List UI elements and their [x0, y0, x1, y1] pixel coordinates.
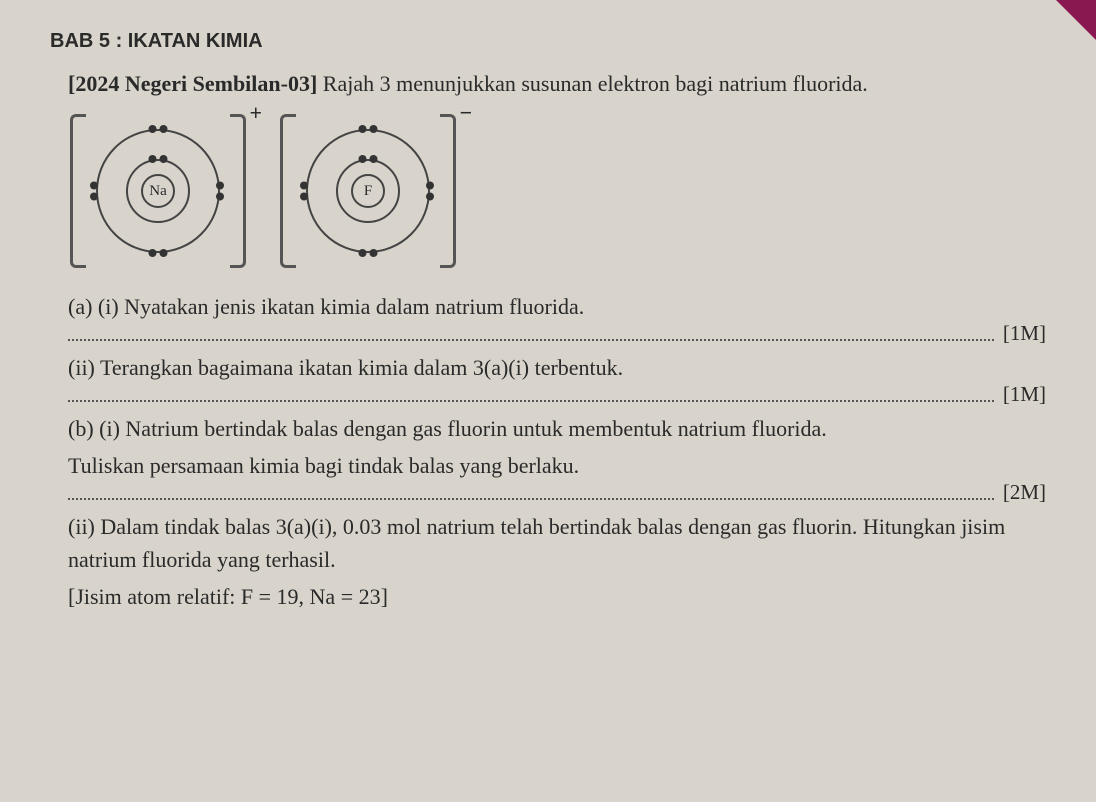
question-b-i-2: Tuliskan persamaan kimia bagi tindak bal…: [68, 449, 1046, 482]
question-intro: [2024 Negeri Sembilan-03] Rajah 3 menunj…: [68, 67, 1046, 100]
marks-a-i: [1M]: [995, 321, 1046, 346]
page-corner: [1056, 0, 1096, 40]
electron-diagram: + Na − F: [68, 106, 1046, 276]
nucleus-f: F: [351, 174, 385, 208]
electron-pair: [426, 182, 434, 201]
sodium-ion-diagram: + Na: [68, 106, 248, 276]
electron-pair: [300, 182, 308, 201]
fluoride-ion-diagram: − F: [278, 106, 458, 276]
question-source: [2024 Negeri Sembilan-03]: [68, 71, 317, 96]
charge-minus: −: [459, 100, 472, 126]
answer-line: [1M]: [68, 400, 1046, 402]
question-b-ii-2: [Jisim atom relatif: F = 19, Na = 23]: [68, 580, 1046, 613]
question-a-ii: (ii) Terangkan bagaimana ikatan kimia da…: [68, 351, 1046, 384]
question-block: [2024 Negeri Sembilan-03] Rajah 3 menunj…: [50, 67, 1046, 613]
question-b-ii-1: (ii) Dalam tindak balas 3(a)(i), 0.03 mo…: [68, 510, 1046, 576]
intro-text: Rajah 3 menunjukkan susunan elektron bag…: [317, 71, 867, 96]
bracket-right: [440, 114, 456, 268]
electron-pair: [149, 125, 168, 133]
chapter-title: BAB 5 : IKATAN KIMIA: [50, 30, 1046, 53]
electron-pair: [90, 182, 98, 201]
electron-pair: [216, 182, 224, 201]
question-b-i-1: (b) (i) Natrium bertindak balas dengan g…: [68, 412, 1046, 445]
marks-a-ii: [1M]: [995, 382, 1046, 407]
electron-pair: [359, 125, 378, 133]
answer-line: [1M]: [68, 339, 1046, 341]
charge-plus: +: [249, 100, 262, 126]
nucleus-na: Na: [141, 174, 175, 208]
answer-line: [2M]: [68, 498, 1046, 500]
bracket-right: [230, 114, 246, 268]
electron-pair: [149, 249, 168, 257]
bracket-left: [280, 114, 296, 268]
electron-pair: [359, 155, 378, 163]
electron-pair: [149, 155, 168, 163]
question-a-i: (a) (i) Nyatakan jenis ikatan kimia dala…: [68, 290, 1046, 323]
bracket-left: [70, 114, 86, 268]
marks-b-i: [2M]: [995, 480, 1046, 505]
electron-pair: [359, 249, 378, 257]
